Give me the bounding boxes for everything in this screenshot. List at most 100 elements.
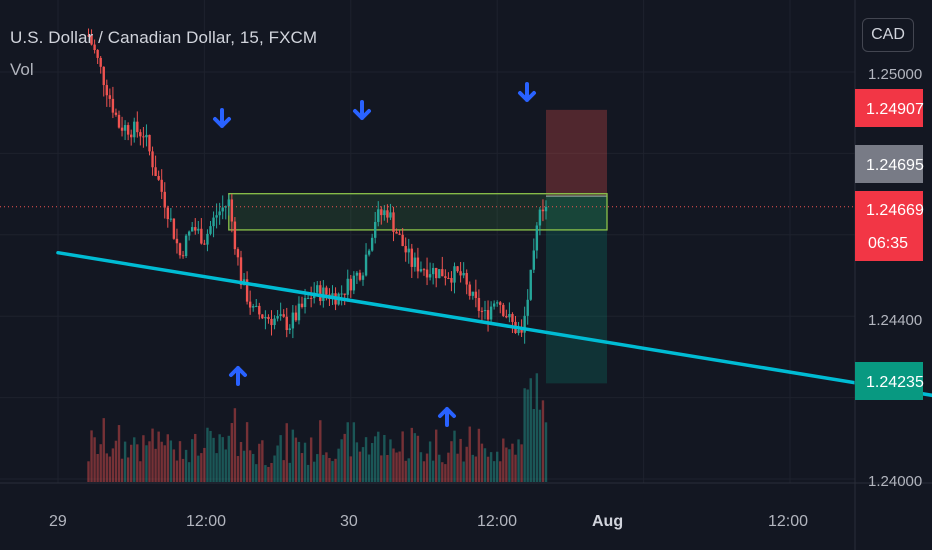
candle-body <box>477 297 481 311</box>
volume-bar <box>541 400 545 482</box>
volume-bar <box>169 440 173 482</box>
volume-bar <box>416 435 420 482</box>
candle-body <box>517 329 520 334</box>
volume-bar <box>303 442 307 482</box>
currency-button[interactable]: CAD <box>862 18 914 52</box>
candle-body <box>340 293 343 295</box>
candle-body <box>462 273 465 276</box>
volume-bar <box>447 452 450 482</box>
bar-countdown-label: 06:35 <box>868 235 908 252</box>
candle-body <box>130 134 133 138</box>
entry-price-label: 1.24695 <box>866 157 924 174</box>
price-tick: 1.25000 <box>868 66 922 83</box>
volume-bar <box>157 431 160 482</box>
candle-body <box>404 246 407 253</box>
candle-body <box>139 132 142 137</box>
volume-bar <box>514 454 517 482</box>
candle-body <box>230 199 234 222</box>
volume-bar <box>233 408 237 482</box>
time-tick: 30 <box>340 513 358 530</box>
candle-body <box>483 310 487 312</box>
candle-body <box>395 231 398 234</box>
candle-body <box>300 303 304 308</box>
candle-body <box>258 305 261 315</box>
candle-body <box>309 297 313 299</box>
volume-bar <box>319 420 322 482</box>
candle-body <box>358 272 362 280</box>
volume-bar <box>401 431 404 482</box>
volume-bar <box>276 445 279 482</box>
candle-body <box>468 284 471 296</box>
candle-body <box>117 114 121 128</box>
candle-body <box>325 287 328 295</box>
candle-body <box>87 35 90 37</box>
volume-bar <box>224 449 227 482</box>
candle-body <box>438 269 441 279</box>
volume-bar <box>398 451 401 482</box>
candle-body <box>492 303 496 307</box>
target-price-badge <box>855 362 923 400</box>
volume-bar <box>255 464 258 482</box>
volume-indicator-label[interactable]: Vol <box>10 60 34 79</box>
candle-body <box>200 228 203 244</box>
volume-bar <box>383 434 386 482</box>
candle-body <box>160 179 163 192</box>
volume-bar <box>181 458 185 482</box>
candle-body <box>410 248 413 267</box>
time-tick: 29 <box>49 513 67 530</box>
volume-bar <box>270 462 273 482</box>
volume-bar <box>428 441 432 482</box>
volume-bar <box>203 447 206 482</box>
volume-bar <box>477 428 481 482</box>
candle-body <box>252 306 255 308</box>
volume-bar <box>532 409 535 482</box>
candle-body <box>285 316 288 331</box>
symbol-title[interactable]: U.S. Dollar / Canadian Dollar, 15, FXCM <box>10 28 318 47</box>
volume-bar <box>154 448 157 482</box>
target-price-label: 1.24235 <box>866 374 924 391</box>
candle-body <box>96 50 99 58</box>
volume-bar <box>114 440 118 482</box>
volume-bar <box>148 441 151 482</box>
candle-body <box>303 298 307 308</box>
volume-bar <box>200 453 203 482</box>
candle-body <box>532 250 535 270</box>
candle-body <box>306 297 310 299</box>
volume-bar <box>343 433 346 482</box>
candle-body <box>297 303 301 321</box>
volume-bar <box>151 428 154 482</box>
candle-body <box>111 98 115 113</box>
candle-body <box>377 209 380 222</box>
volume-bar <box>130 444 133 482</box>
candle-body <box>502 304 505 316</box>
candle-body <box>197 228 200 231</box>
volume-bar <box>291 429 295 482</box>
candle-body <box>428 274 432 278</box>
candle-body <box>526 299 529 316</box>
volume-bar <box>212 437 215 482</box>
candle-body <box>194 227 197 231</box>
volume-bar <box>468 426 471 482</box>
down-arrow-icon <box>213 108 231 128</box>
volume-bar <box>252 453 255 482</box>
candle-body <box>99 57 102 67</box>
candle-body <box>431 267 435 275</box>
volume-bar <box>273 455 276 482</box>
volume-bar <box>529 378 532 482</box>
candle-body <box>236 249 240 258</box>
volume-bar <box>492 461 496 482</box>
candle-body <box>145 134 148 138</box>
volume-bar <box>126 457 130 482</box>
volume-bar <box>450 441 453 482</box>
candle-body <box>370 237 374 251</box>
candle-body <box>245 279 249 302</box>
volume-bar <box>111 448 115 482</box>
candle-body <box>276 316 279 319</box>
up-arrow-icon <box>229 366 247 386</box>
volume-bar <box>386 454 389 482</box>
volume-bar <box>328 458 331 482</box>
candle-body <box>319 285 322 302</box>
volume-bar <box>377 431 380 482</box>
